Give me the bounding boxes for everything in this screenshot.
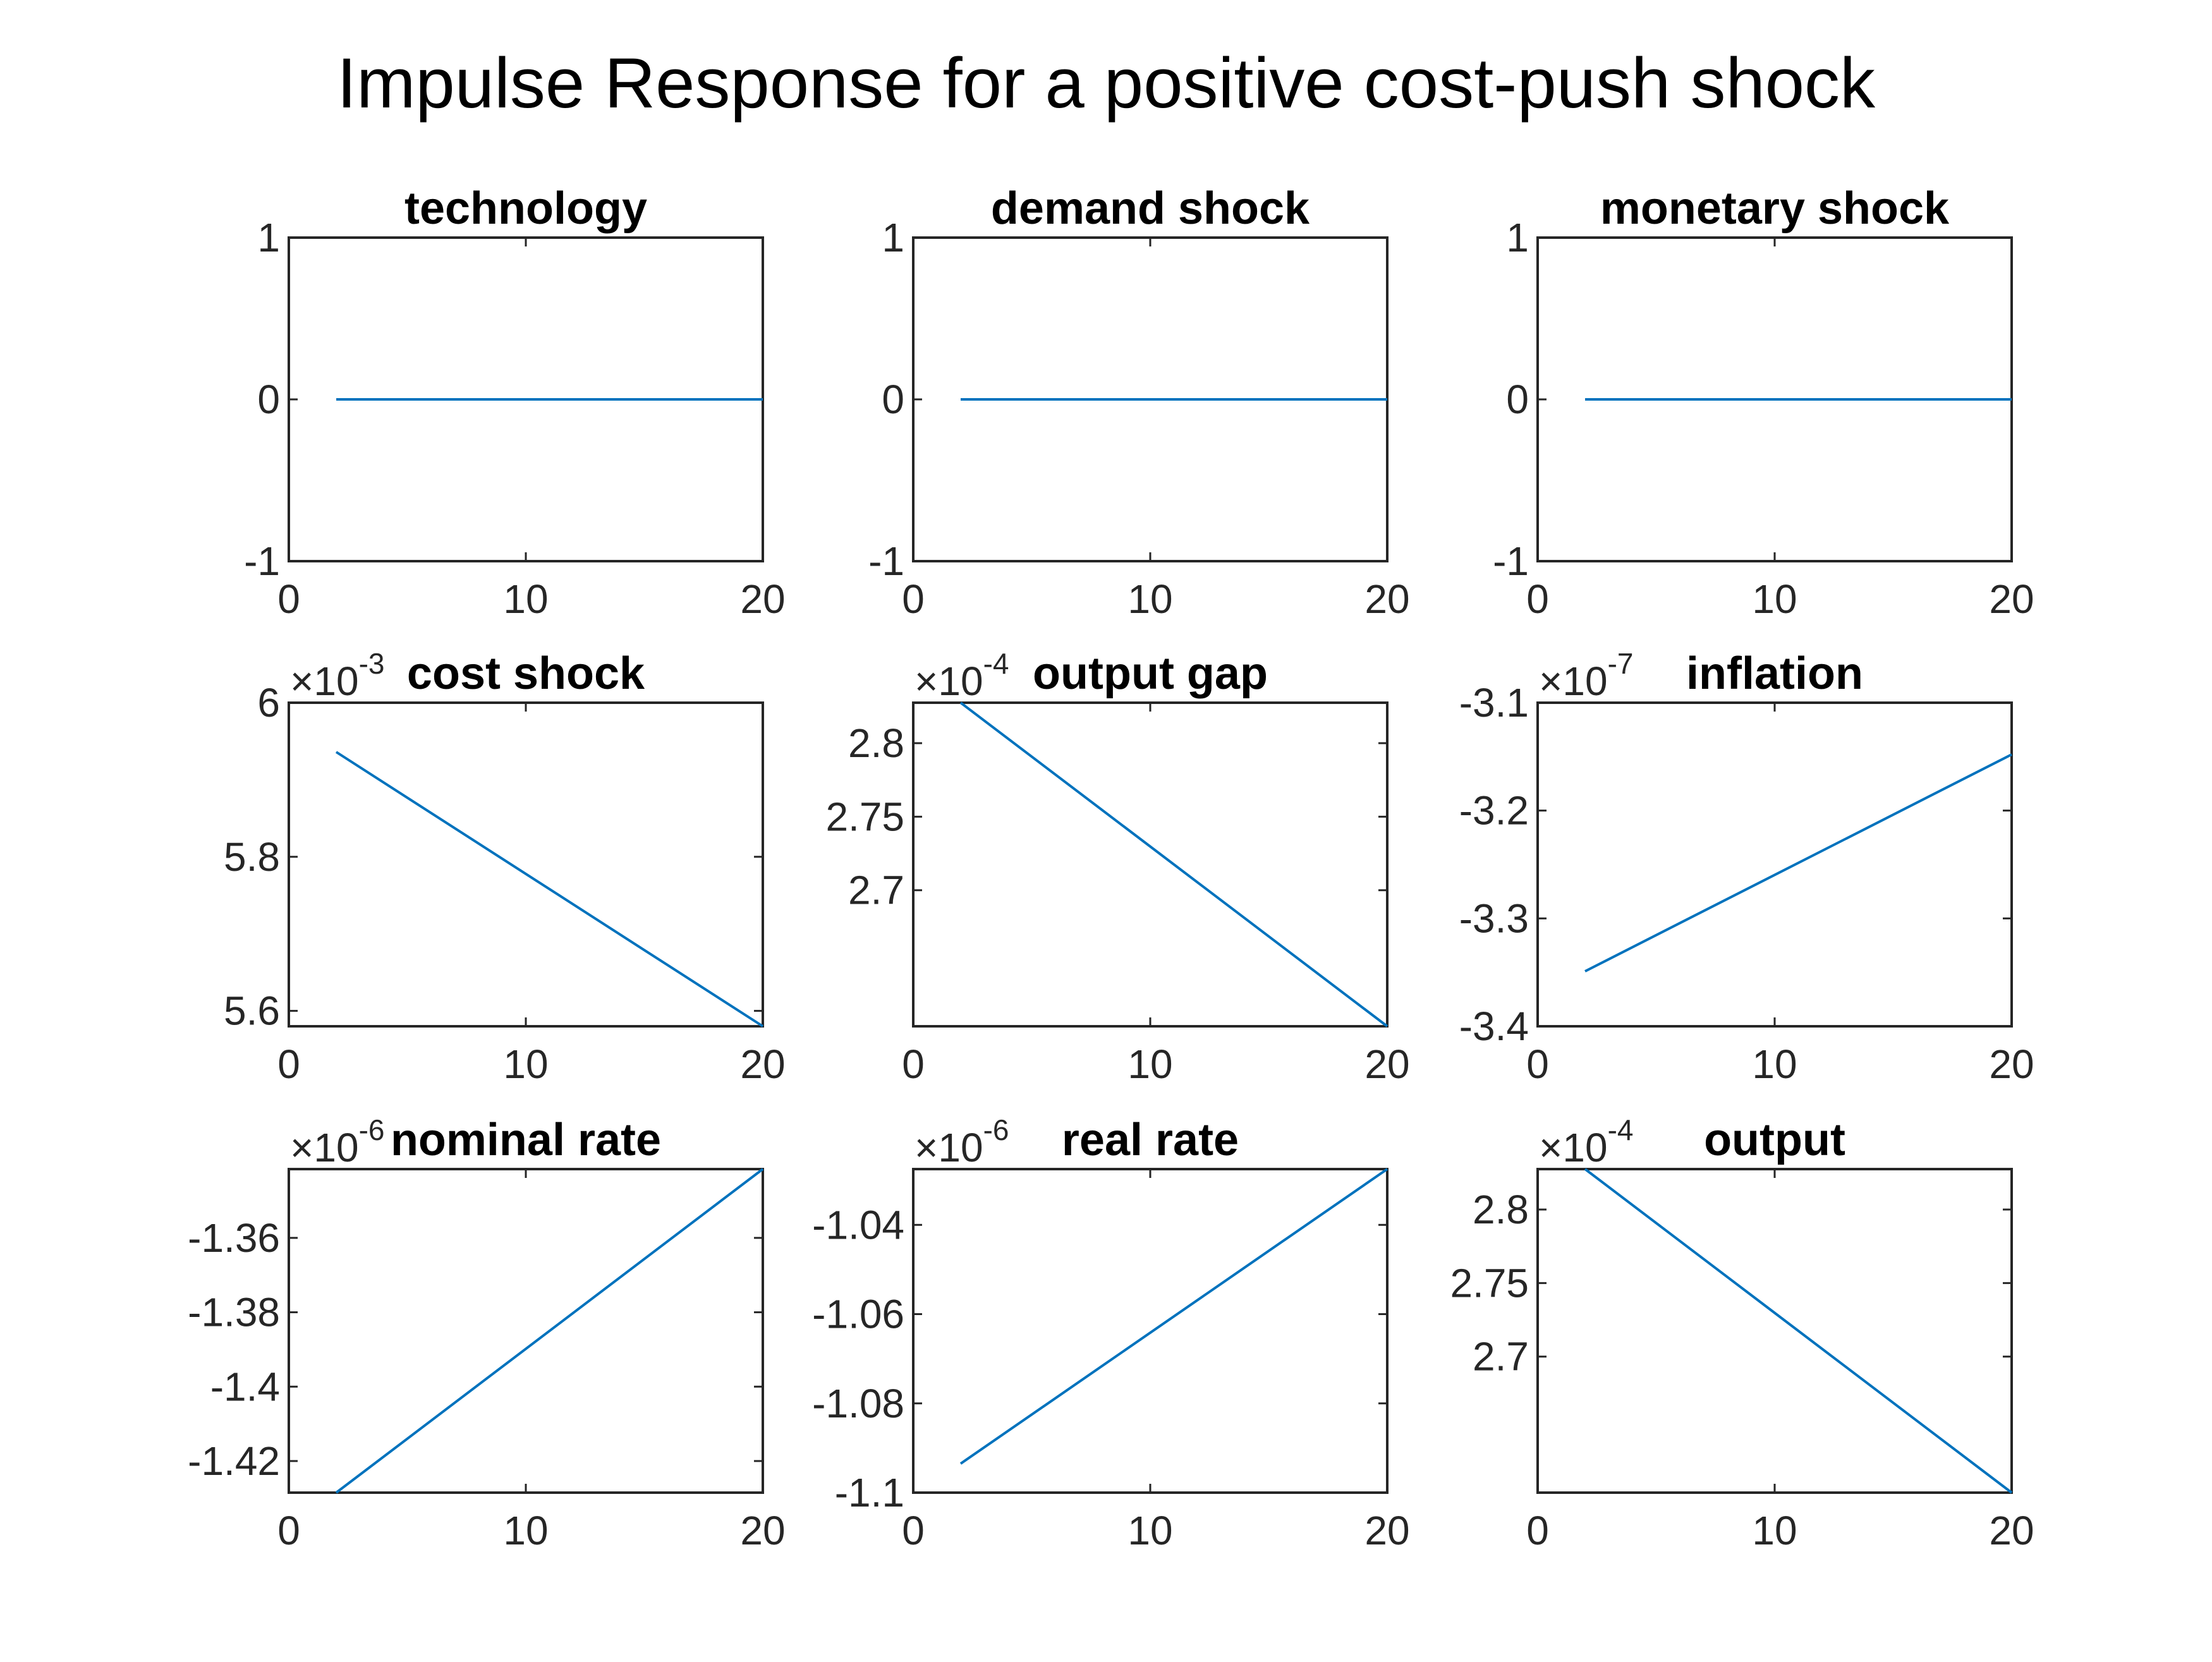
y-exponent-label: ×10-4	[1539, 1113, 1633, 1170]
x-tick-label: 0	[277, 1041, 300, 1087]
y-tick-label: 0	[1506, 377, 1529, 422]
x-tick-label: 10	[1127, 1508, 1172, 1553]
subplot-title: demand shock	[991, 183, 1310, 234]
y-exponent-label: ×10-6	[290, 1113, 384, 1170]
x-tick-label: 0	[1526, 1041, 1549, 1087]
y-tick-label: 2.7	[1473, 1334, 1529, 1380]
subplot-title: output	[1704, 1115, 1845, 1165]
y-tick-label: 2.75	[1450, 1260, 1529, 1306]
x-tick-label: 10	[1127, 576, 1172, 622]
y-tick-label: -1.38	[188, 1290, 280, 1335]
y-tick-label: 1	[882, 215, 904, 260]
plot-area	[1536, 701, 2013, 1028]
y-tick-label: -1.4	[210, 1364, 280, 1409]
subplot-title: monetary shock	[1600, 183, 1950, 234]
x-tick-label: 0	[277, 576, 300, 622]
y-exponent-label: ×10-6	[915, 1113, 1009, 1170]
y-tick-label: 2.8	[848, 720, 904, 766]
y-tick-label: -1.36	[188, 1215, 280, 1261]
x-tick-label: 10	[503, 576, 548, 622]
x-tick-label: 20	[1989, 576, 2034, 622]
x-tick-label: 20	[1989, 1041, 2034, 1087]
x-tick-label: 20	[1989, 1508, 2034, 1553]
x-tick-label: 10	[1752, 1508, 1797, 1553]
x-tick-label: 20	[740, 576, 785, 622]
series-line	[1584, 1168, 2013, 1494]
y-tick-label: -1.04	[812, 1202, 904, 1247]
subplot-title: inflation	[1686, 648, 1863, 699]
y-tick-label: -1	[1493, 538, 1529, 584]
plot-area	[288, 701, 764, 1028]
x-tick-label: 10	[1752, 576, 1797, 622]
plot-area	[1536, 1168, 2013, 1494]
series-line	[959, 1168, 1389, 1465]
subplot-title: cost shock	[407, 648, 645, 699]
x-tick-label: 0	[277, 1508, 300, 1553]
y-exponent-label: ×10-3	[290, 647, 384, 704]
subplot-title: technology	[404, 183, 647, 234]
y-tick-label: -3.3	[1459, 895, 1529, 941]
y-exponent-label: ×10-4	[915, 647, 1009, 704]
subplot-real-rate: 0 10 20 -1.1 -1.08 -1.06 -1.04×10-6 real rate	[812, 1113, 1409, 1553]
series-line	[1584, 753, 2012, 973]
subplot-output: 0 10 20 2.7 2.75 2.8×10-4 output	[1450, 1113, 2034, 1553]
subplot-cost-shock: 0 10 20 5.6 5.8 6 ×10-3 cost shock	[224, 647, 786, 1087]
x-tick-label: 10	[503, 1041, 548, 1087]
series-line	[959, 701, 1389, 1028]
y-tick-label: 2.75	[825, 794, 904, 839]
y-tick-label: 1	[257, 215, 280, 260]
series-line	[335, 1168, 764, 1494]
subplot-nominal-rate: 0 10 20 -1.42 -1.4 -1.38 -1.36×10-6 nominal rat…	[188, 1113, 785, 1553]
y-tick-label: -3.1	[1459, 680, 1529, 725]
y-tick-label: 0	[882, 377, 904, 422]
subplot-title: output gap	[1033, 648, 1268, 699]
y-tick-label: -1	[868, 538, 904, 584]
y-tick-label: -1	[244, 538, 280, 584]
y-tick-label: 5.6	[224, 988, 280, 1034]
y-tick-label: -1.42	[188, 1438, 280, 1484]
x-tick-label: 0	[902, 1041, 925, 1087]
y-tick-label: 6	[257, 680, 280, 725]
figure-title: Impulse Response for a positive cost-pus…	[337, 44, 1876, 123]
series-line	[335, 751, 764, 1028]
y-tick-label: -1.06	[812, 1292, 904, 1337]
x-tick-label: 20	[1364, 1508, 1409, 1553]
x-tick-label: 20	[1364, 1041, 1409, 1087]
x-tick-label: 10	[1752, 1041, 1797, 1087]
y-tick-label: -1.1	[835, 1470, 904, 1515]
x-tick-label: 10	[503, 1508, 548, 1553]
x-tick-label: 0	[902, 1508, 925, 1553]
x-tick-label: 0	[1526, 1508, 1549, 1553]
subplot-output-gap: 0 10 20 2.7 2.75 2.8×10-4 output gap	[825, 647, 1409, 1087]
x-tick-label: 0	[1526, 576, 1549, 622]
x-tick-label: 20	[740, 1041, 785, 1087]
y-tick-label: -1.08	[812, 1381, 904, 1426]
y-tick-label: 5.8	[224, 834, 280, 880]
x-tick-label: 0	[902, 576, 925, 622]
y-tick-label: -3.4	[1459, 1004, 1529, 1049]
y-tick-label: -3.2	[1459, 788, 1529, 834]
x-tick-label: 20	[740, 1508, 785, 1553]
subplot-title: real rate	[1062, 1115, 1239, 1165]
x-tick-label: 10	[1127, 1041, 1172, 1087]
y-exponent-label: ×10-7	[1539, 647, 1633, 704]
x-tick-label: 20	[1364, 576, 1409, 622]
subplot-inflation: 0 10 20 -3.4 -3.3 -3.2 -3.1 ×10-7 inflation	[1459, 647, 2034, 1087]
y-tick-label: 2.7	[848, 868, 904, 913]
y-tick-label: 0	[257, 377, 280, 422]
y-tick-label: 1	[1506, 215, 1529, 260]
y-tick-label: 2.8	[1473, 1187, 1529, 1232]
plot-area	[912, 701, 1389, 1028]
subplot-title: nominal rate	[391, 1115, 661, 1165]
plot-area	[288, 1168, 764, 1494]
